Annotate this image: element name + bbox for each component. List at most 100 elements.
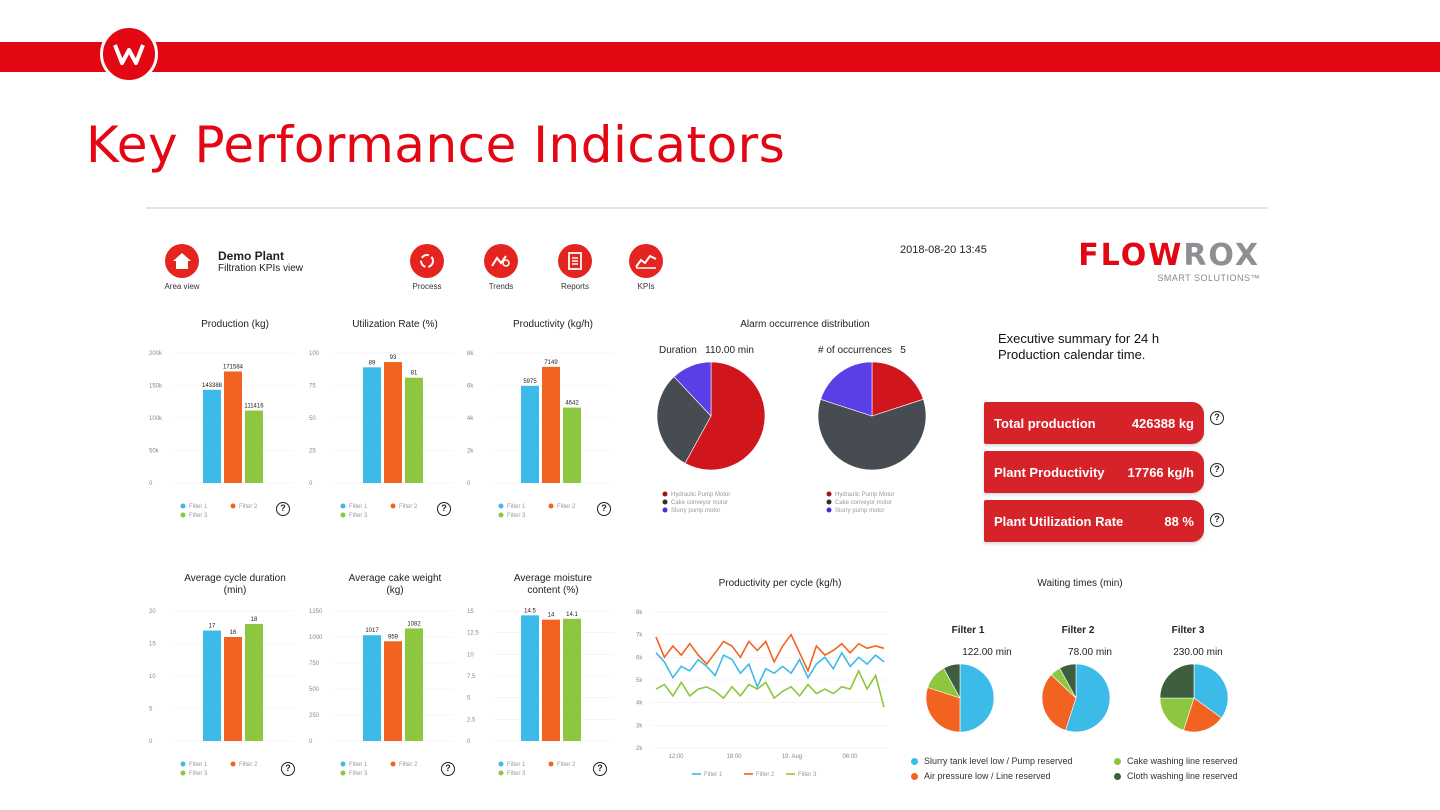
nav-kpis-button[interactable]: KPIs <box>616 244 676 291</box>
utilization-chart-title: Utilization Rate (%) <box>352 319 438 330</box>
legend-dot-icon <box>1114 758 1121 766</box>
legend-dot <box>498 761 504 767</box>
pie-slice <box>684 361 766 471</box>
wait-legend-item: Slurry tank level low / Pump reserved <box>911 756 1073 766</box>
legend-hydraulic: Hydraulic Pump Motor <box>671 492 730 498</box>
y-tick-label: 10 <box>467 652 474 658</box>
y-tick-label: 20 <box>149 609 156 615</box>
legend-dot <box>390 503 396 509</box>
legend-cake-conveyor: Cake conveyor motor <box>671 500 728 506</box>
legend-label: Filter 2 <box>239 762 258 768</box>
nav-reports-button[interactable]: Reports <box>545 244 605 291</box>
pie-slice <box>1183 697 1222 733</box>
y-tick-label: 200k <box>149 351 163 357</box>
y-tick-label: 4k <box>636 701 643 707</box>
moisture-bar-chart: 0 2.5 5 7.5 10 12.5 15 14.5 14 14.1 Filter 1 Filter… <box>467 608 613 777</box>
bar-value-label: 14.5 <box>524 608 536 614</box>
y-tick-label: 150k <box>149 384 163 390</box>
alarm-count-label: # of occurrences <box>818 345 892 356</box>
top-banner <box>0 42 1440 72</box>
y-tick-label: 7.5 <box>467 674 476 680</box>
legend-dot <box>180 770 186 776</box>
divider <box>146 207 1268 209</box>
help-icon[interactable]: ? <box>1210 513 1224 527</box>
y-tick-label: 250 <box>309 713 320 719</box>
bar <box>384 641 402 741</box>
y-tick-label: 8k <box>467 351 474 357</box>
x-tick-label: 06:00 <box>842 754 858 760</box>
legend-dot <box>230 503 236 509</box>
bar <box>203 389 221 483</box>
legend-label: Filter 2 <box>239 504 258 510</box>
alarm-duration-legend: Hydraulic Pump Motor Cake conveyor motor… <box>662 491 730 514</box>
y-tick-label: 5 <box>149 707 153 713</box>
productivity-bar-chart: 0 2k 4k 6k 8k 5975 7149 4642 Filter 1 Filter 2 Fil… <box>467 351 613 519</box>
cake-bar-chart: 0 250 500 750 1000 1250 1017 959 1082 Filter 1 Fil… <box>309 609 455 777</box>
legend-label: Filter 1 <box>189 504 208 510</box>
y-tick-label: 2k <box>467 449 474 455</box>
y-tick-label: 100k <box>149 416 163 422</box>
help-icon[interactable]: ? <box>593 762 607 776</box>
legend-dot <box>390 761 396 767</box>
alarm-count-value: 5 <box>900 345 906 356</box>
legend-label: Filter 2 <box>557 504 576 510</box>
kpi-card-utilization-rate: Plant Utilization Rate 88 % <box>984 500 1204 542</box>
legend-dot <box>180 761 186 767</box>
bar <box>245 410 263 483</box>
pie-slice <box>943 663 961 699</box>
flowrox-logo: FLOWROX SMART SOLUTIONS™ <box>1064 238 1260 283</box>
y-tick-label: 750 <box>309 661 320 667</box>
alarm-duration-value: 110.00 min <box>705 345 754 356</box>
bar-value-label: 143388 <box>202 383 223 389</box>
pie-slice <box>959 663 995 733</box>
wait-filter3-value: 230.00 min <box>1173 647 1223 658</box>
bar <box>521 385 539 483</box>
kpi-value: 17766 kg/h <box>1127 464 1195 480</box>
y-tick-label: 10 <box>149 674 156 680</box>
legend-label: Filter 3 <box>189 513 208 519</box>
w-logo-icon <box>113 44 145 65</box>
legend-label: Filter 3 <box>798 772 817 778</box>
bar <box>363 367 381 483</box>
help-icon[interactable]: ? <box>437 502 451 516</box>
legend-dot <box>340 770 346 776</box>
production-chart-title: Production (kg) <box>201 319 269 330</box>
utilization-bar-chart: 0 25 50 75 100 89 93 81 Filter 1 Filter 2 Filter 3 <box>309 351 455 519</box>
legend-dot <box>340 512 346 518</box>
help-icon[interactable]: ? <box>281 762 295 776</box>
x-tick-label: 19. Aug <box>782 754 802 760</box>
bar-value-label: 81 <box>411 371 418 377</box>
bar <box>563 407 581 483</box>
exec-title-line2: Production calendar time. <box>998 347 1146 362</box>
help-icon[interactable]: ? <box>441 762 455 776</box>
bar-value-label: 14 <box>548 613 555 619</box>
help-icon[interactable]: ? <box>597 502 611 516</box>
alarm-count-header: # of occurrences 5 <box>818 345 906 356</box>
nav-process-button[interactable]: Process <box>397 244 457 291</box>
y-tick-label: 3k <box>636 723 643 729</box>
legend-label: Filter 3 <box>349 513 368 519</box>
nav-trends-label: Trends <box>488 282 514 291</box>
wait-filter1-name: Filter 1 <box>951 625 985 636</box>
cake-chart-title: Average cake weight (kg) <box>348 573 442 596</box>
nav-trends-button[interactable]: Trends <box>471 244 531 291</box>
y-tick-label: 0 <box>149 481 153 487</box>
legend-label: Filter 2 <box>399 762 418 768</box>
help-icon[interactable]: ? <box>1210 463 1224 477</box>
waiting-times-title: Waiting times (min) <box>1037 578 1123 589</box>
legend-label: Filter 3 <box>507 513 526 519</box>
legend-label: Filter 1 <box>507 504 526 510</box>
y-tick-label: 0 <box>309 481 313 487</box>
help-icon[interactable]: ? <box>1210 411 1224 425</box>
nav-process-label: Process <box>412 282 442 291</box>
bar <box>405 628 423 741</box>
area-view-button[interactable]: Area view <box>152 244 212 291</box>
legend-label: Filter 2 <box>756 772 775 778</box>
wait-legend-item: Air pressure low / Line reserved <box>911 771 1051 781</box>
productivity-chart-title: Productivity (kg/h) <box>512 319 594 330</box>
pie-slice <box>1159 663 1195 699</box>
y-tick-label: 50 <box>309 416 316 422</box>
bar-value-label: 7149 <box>544 360 558 366</box>
help-icon[interactable]: ? <box>276 502 290 516</box>
